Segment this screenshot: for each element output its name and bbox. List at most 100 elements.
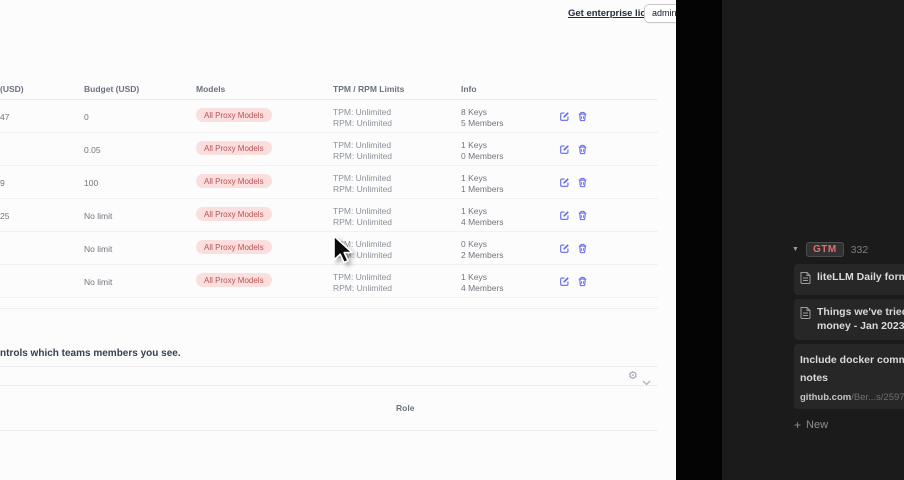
edit-team-icon[interactable]	[558, 110, 570, 122]
edit-team-icon[interactable]	[558, 143, 570, 155]
delete-team-icon[interactable]	[576, 242, 588, 254]
column-header-info: Info	[461, 84, 477, 94]
edit-team-icon[interactable]	[558, 242, 570, 254]
members-count: 4 Members	[461, 283, 504, 293]
link-path: /Ber...s/2597	[851, 392, 904, 403]
new-note-button[interactable]: + New	[794, 419, 829, 432]
tag-group-header: ▼ GTM 332	[792, 242, 868, 257]
tpm-value: TPM: Unlimited	[333, 173, 392, 183]
members-count: 0 Members	[461, 151, 504, 161]
models-badge: All Proxy Models	[196, 174, 272, 188]
note-card[interactable]: Include docker comma notes github.com/Be…	[794, 344, 904, 409]
keys-count: 1 Keys	[461, 173, 487, 183]
tpm-value: TPM: Unlimited	[333, 107, 392, 117]
tpm-value: TPM: Unlimited	[333, 239, 392, 249]
table-row: 25 No limit All Proxy Models TPM: Unlimi…	[0, 199, 658, 232]
table-row: No limit All Proxy Models TPM: Unlimited…	[0, 265, 658, 298]
budget-cell: No limit	[84, 244, 113, 254]
info-cell: 1 Keys 4 Members	[461, 206, 504, 227]
spend-cell: 25	[0, 211, 10, 221]
info-cell: 1 Keys 4 Members	[461, 272, 504, 293]
rpm-value: RPM: Unlimited	[333, 283, 393, 293]
note-title: liteLLM Daily forma	[817, 271, 904, 283]
table-row: 9 100 All Proxy Models TPM: Unlimited RP…	[0, 166, 658, 199]
limits-cell: TPM: Unlimited RPM: Unlimited	[333, 239, 392, 260]
role-column-header: Role	[396, 403, 415, 413]
budget-cell: No limit	[84, 277, 113, 287]
note-title-line: notes	[800, 372, 829, 384]
delete-team-icon[interactable]	[576, 110, 588, 122]
bottom-divider	[0, 430, 658, 431]
delete-team-icon[interactable]	[576, 176, 588, 188]
table-header-row: (USD) Budget (USD) Models TPM / RPM Limi…	[0, 78, 658, 100]
table-row: 0.05 All Proxy Models TPM: Unlimited RPM…	[0, 133, 658, 166]
delete-team-icon[interactable]	[576, 143, 588, 155]
models-badge: All Proxy Models	[196, 141, 272, 155]
budget-cell: 0	[84, 112, 89, 122]
budget-cell: 100	[84, 178, 99, 188]
members-count: 1 Members	[461, 184, 504, 194]
delete-team-icon[interactable]	[576, 275, 588, 287]
column-header-models: Models	[196, 84, 226, 94]
row-actions	[558, 176, 588, 188]
rpm-value: RPM: Unlimited	[333, 250, 393, 260]
column-header-limits: TPM / RPM Limits	[333, 84, 405, 94]
row-actions	[558, 275, 588, 287]
keys-count: 1 Keys	[461, 272, 487, 282]
new-label: New	[806, 419, 829, 431]
limits-cell: TPM: Unlimited RPM: Unlimited	[333, 206, 392, 227]
rpm-value: RPM: Unlimited	[333, 151, 393, 161]
limits-cell: TPM: Unlimited RPM: Unlimited	[333, 107, 392, 128]
enterprise-license-link[interactable]: Get enterprise license	[568, 8, 668, 19]
section-divider	[0, 308, 658, 309]
tpm-value: TPM: Unlimited	[333, 206, 392, 216]
keys-count: 0 Keys	[461, 239, 487, 249]
note-card[interactable]: Things we've tried money - Jan 2023	[794, 299, 904, 340]
keys-count: 1 Keys	[461, 206, 487, 216]
members-count: 2 Members	[461, 250, 504, 260]
row-actions	[558, 209, 588, 221]
note-title-line: money - Jan 2023	[817, 320, 904, 332]
edit-team-icon[interactable]	[558, 209, 570, 221]
filters-settings-row: ⚙	[0, 366, 658, 386]
delete-team-icon[interactable]	[576, 209, 588, 221]
teams-table: (USD) Budget (USD) Models TPM / RPM Limi…	[0, 78, 658, 298]
models-badge: All Proxy Models	[196, 273, 272, 287]
tag-count: 332	[850, 243, 869, 256]
limits-cell: TPM: Unlimited RPM: Unlimited	[333, 272, 392, 293]
rpm-value: RPM: Unlimited	[333, 184, 393, 194]
spend-cell: 9	[0, 178, 5, 188]
collapse-triangle-icon[interactable]: ▼	[792, 246, 799, 253]
keys-count: 8 Keys	[461, 107, 487, 117]
spend-cell: 47	[0, 112, 10, 122]
chevron-down-icon[interactable]	[642, 373, 651, 391]
note-title: Include docker comma notes	[800, 354, 904, 384]
info-cell: 8 Keys 5 Members	[461, 107, 504, 128]
row-actions	[558, 143, 588, 155]
gtm-tag-badge[interactable]: GTM	[805, 242, 844, 257]
models-badge: All Proxy Models	[196, 240, 272, 254]
note-title-line: Include docker comma	[800, 354, 904, 366]
note-source-link[interactable]: github.com/Ber...s/2597	[800, 392, 904, 403]
rpm-value: RPM: Unlimited	[333, 118, 393, 128]
keys-count: 1 Keys	[461, 140, 487, 150]
members-count: 4 Members	[461, 217, 504, 227]
table-row: No limit All Proxy Models TPM: Unlimited…	[0, 232, 658, 265]
rpm-value: RPM: Unlimited	[333, 217, 393, 227]
column-header-spend: (USD)	[0, 84, 24, 94]
role-description-text: ntrols which teams members you see.	[0, 348, 181, 359]
limits-cell: TPM: Unlimited RPM: Unlimited	[333, 173, 392, 194]
gear-icon[interactable]: ⚙	[628, 370, 638, 382]
info-cell: 1 Keys 1 Members	[461, 173, 504, 194]
info-cell: 0 Keys 2 Members	[461, 239, 504, 260]
edit-team-icon[interactable]	[558, 176, 570, 188]
link-domain: github.com	[800, 392, 852, 403]
document-icon	[800, 307, 811, 319]
info-cell: 1 Keys 0 Members	[461, 140, 504, 161]
tpm-value: TPM: Unlimited	[333, 140, 392, 150]
note-card[interactable]: liteLLM Daily forma	[794, 264, 904, 295]
limits-cell: TPM: Unlimited RPM: Unlimited	[333, 140, 392, 161]
notes-side-panel: ▼ GTM 332 liteLLM Daily forma Things we'…	[722, 0, 904, 480]
edit-team-icon[interactable]	[558, 275, 570, 287]
